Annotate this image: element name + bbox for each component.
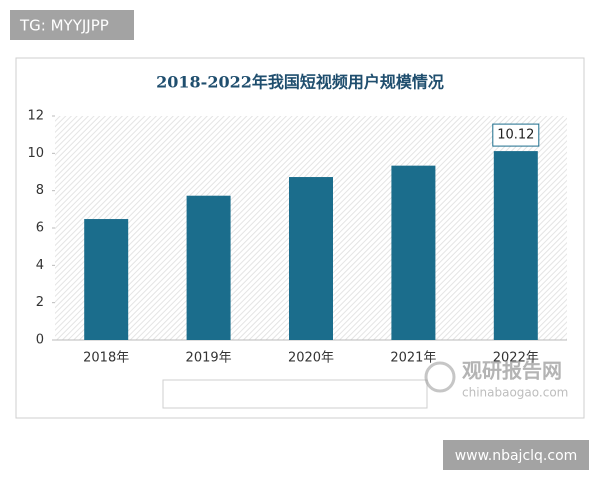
bar [186, 195, 231, 340]
y-tick-label: 2 [36, 295, 44, 310]
top-tag: TG: MYYJJPP [19, 17, 109, 35]
data-label-box [492, 123, 540, 147]
x-tick-label: 2021年 [390, 351, 436, 366]
y-tick-label: 10 [27, 146, 44, 161]
x-tick-label: 2020年 [288, 351, 334, 366]
y-tick-label: 8 [36, 183, 44, 198]
tag-box [443, 440, 589, 470]
bar [493, 151, 538, 340]
y-tick-label: 12 [27, 109, 44, 124]
watermark-url: chinabaogao.com [462, 386, 568, 400]
bar [289, 177, 333, 340]
bar [391, 165, 436, 340]
chart-title: 2018-2022年我国短视频用户规模情况 [156, 73, 444, 92]
watermark-logo [424, 361, 456, 393]
y-tick-label: 0 [36, 333, 44, 348]
x-tick-label: 2018年 [83, 351, 129, 366]
tag-box [10, 10, 134, 40]
bar [84, 219, 129, 340]
legend [162, 379, 428, 409]
data-label: 10.12 [497, 128, 534, 143]
watermark-name: 观研报告网 [462, 359, 562, 383]
bottom-tag: www.nbajclq.com [455, 448, 578, 464]
x-tick-label: 2022年 [493, 351, 539, 366]
watermark: 观研报告网 chinabaogao.com [424, 359, 568, 400]
plot: 0246810122018年2019年2020年2021年2022年10.12用… [27, 109, 567, 402]
y-tick-label: 6 [36, 221, 44, 236]
x-tick-label: 2019年 [186, 351, 232, 366]
y-tick-label: 4 [36, 258, 44, 273]
